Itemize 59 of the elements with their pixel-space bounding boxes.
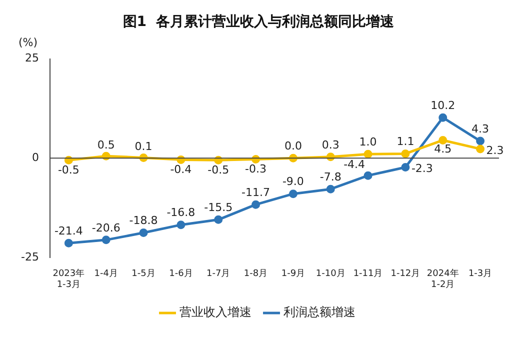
- data-label: -0.3: [245, 162, 267, 176]
- x-tick-label: 1-8月: [244, 269, 268, 280]
- legend-label: 营业收入增速: [180, 305, 252, 320]
- point: [476, 136, 485, 146]
- point: [252, 200, 260, 209]
- data-label: 1.1: [396, 135, 414, 148]
- point: [401, 162, 410, 172]
- y-tick-label: 0: [32, 150, 39, 164]
- point: [438, 113, 448, 122]
- x-tick-label: 1-12月: [390, 269, 420, 280]
- x-tick-label: 2023年 1-3月: [52, 268, 85, 290]
- data-label: 10.2: [430, 98, 456, 112]
- data-label: -0.5: [58, 163, 80, 176]
- data-label: 0.3: [322, 138, 340, 152]
- x-tick-label: 1-9月: [281, 269, 306, 280]
- y-tick-label: 25: [24, 52, 39, 65]
- x-tick-label: 1-10月: [316, 269, 346, 280]
- point: [102, 236, 110, 244]
- x-tick-label: 2024年 1-2月: [426, 268, 459, 290]
- point: [214, 215, 223, 224]
- data-label: -4.4: [344, 158, 366, 171]
- chart-title: 图1 各月累计营业收入与利润总额同比增速: [122, 13, 396, 30]
- data-label: -16.8: [166, 206, 196, 220]
- point: [139, 228, 148, 238]
- y-axis-title: (%): [18, 36, 38, 50]
- data-label: 1.0: [359, 135, 377, 148]
- data-label: 2.3: [486, 144, 504, 157]
- data-label: -0.4: [170, 163, 192, 176]
- data-label: 4.5: [434, 142, 452, 156]
- point: [438, 136, 448, 144]
- y-tick-label: -25: [21, 250, 39, 264]
- x-tick-label: 1-11月: [353, 269, 383, 280]
- x-tick-label: 1-5月: [132, 269, 156, 280]
- data-label: 0.1: [134, 140, 152, 154]
- x-tick-label: 1-3月: [468, 269, 492, 280]
- data-label: -11.7: [242, 186, 270, 199]
- x-tick-label: 1-7月: [206, 269, 230, 280]
- point: [288, 190, 298, 198]
- x-tick-label: 1-6月: [169, 269, 193, 280]
- data-label: -0.5: [208, 163, 230, 176]
- data-label: -2.3: [411, 162, 433, 176]
- data-label: -20.6: [92, 221, 120, 234]
- point: [364, 150, 372, 158]
- point: [401, 149, 410, 158]
- point: [64, 238, 73, 248]
- data-label: 0.0: [284, 139, 302, 152]
- data-label: -18.8: [129, 214, 158, 228]
- x-tick-label: 1-4月: [94, 269, 118, 280]
- data-label: -9.0: [282, 175, 304, 188]
- legend-label: 利润总额增速: [284, 305, 356, 320]
- data-label: 4.3: [472, 122, 490, 136]
- data-label: 0.5: [97, 138, 115, 152]
- data-label: -7.8: [320, 170, 342, 184]
- data-label: -21.4: [54, 224, 83, 238]
- data-label: -15.5: [204, 201, 233, 214]
- point: [176, 220, 186, 230]
- point: [326, 184, 335, 194]
- point: [364, 171, 372, 180]
- point: [476, 144, 485, 154]
